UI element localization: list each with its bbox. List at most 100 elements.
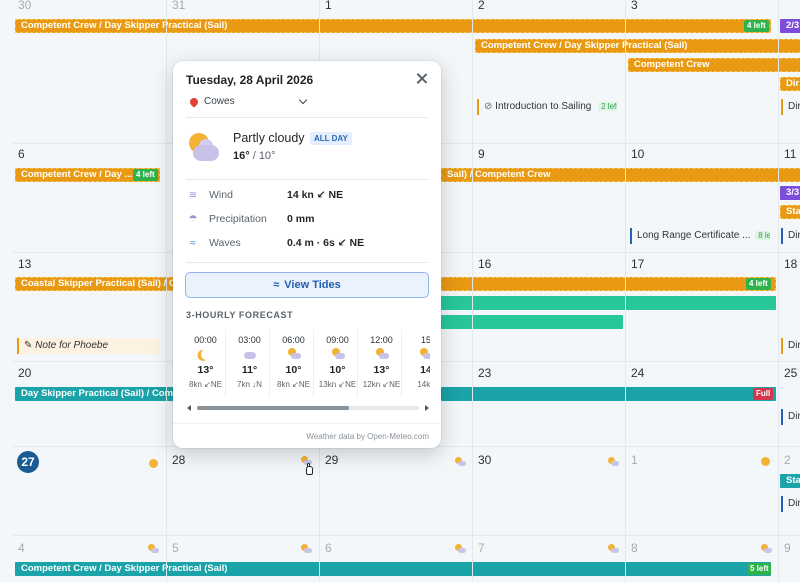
day-number[interactable]: 5 [172, 541, 179, 555]
partly-cloudy-icon[interactable] [608, 457, 619, 467]
partly-cloudy-icon[interactable] [608, 544, 619, 554]
day-number[interactable]: 24 [631, 366, 645, 380]
event-item[interactable]: Dir [781, 409, 800, 425]
weather-popover: Tuesday, 28 April 2026 Cowes Partly clou… [173, 61, 441, 448]
day-number[interactable]: 1 [631, 453, 638, 467]
all-day-badge: ALL DAY [310, 132, 352, 145]
cloud-icon [243, 348, 257, 362]
event-bar[interactable]: Competent Crew / Day Skipper Practical (… [475, 39, 800, 53]
event-bar[interactable]: Sta [780, 474, 800, 488]
event-item[interactable]: Dir [781, 99, 800, 115]
event-bar[interactable]: Sail) / Competent Crew [441, 168, 800, 182]
day-number[interactable]: 8 [631, 541, 638, 555]
view-tides-button[interactable]: ≈ View Tides [185, 272, 429, 298]
event-bar[interactable]: Competent Crew [628, 58, 800, 72]
partly-cloudy-icon[interactable] [455, 544, 466, 554]
event-bar[interactable]: Coastal Skipper Practical (Sail) / Co [15, 277, 175, 291]
column-divider [625, 0, 626, 582]
scroll-left-icon[interactable] [187, 405, 191, 411]
divider [186, 179, 428, 180]
day-number[interactable]: 25 [784, 366, 798, 380]
day-number[interactable]: 6 [18, 147, 25, 161]
pin-icon [188, 95, 200, 108]
week-divider [13, 535, 800, 536]
day-number[interactable]: 4 [18, 541, 25, 555]
waves-icon: ≈ [190, 237, 196, 249]
partly-cloudy-icon[interactable] [761, 544, 772, 554]
event-bar[interactable]: Competent Crew / Day Skipper Practical (… [15, 19, 771, 33]
seats-badge: 8 left [755, 231, 770, 240]
scroll-right-icon[interactable] [425, 405, 429, 411]
seats-badge: 4 left [744, 20, 769, 32]
event-bar[interactable] [441, 296, 776, 310]
partly-cloudy-icon [287, 348, 301, 362]
scrollbar-thumb[interactable] [197, 406, 349, 410]
event-item[interactable]: Long Range Certificate ... 8 left [630, 228, 770, 244]
day-number[interactable]: 18 [784, 257, 798, 271]
seats-badge: 4 left [746, 278, 771, 290]
event-item[interactable]: ⊘ Introduction to Sailing 2 left [477, 99, 617, 115]
day-number[interactable]: 29 [325, 453, 339, 467]
hourly-forecast-scroller[interactable]: 00:00 13° 8kn ↙NE 03:00 11° 7kn ↓N 06:00… [186, 329, 430, 397]
day-number[interactable]: 31 [172, 0, 186, 12]
day-number[interactable]: 17 [631, 257, 645, 271]
event-bar[interactable]: Competent Crew / Day Skipper Practical (… [15, 562, 771, 576]
partly-cloudy-icon [419, 348, 430, 362]
precipitation-icon: ☂ [188, 213, 198, 225]
partly-cloudy-icon [187, 133, 221, 165]
day-number[interactable]: 9 [784, 541, 791, 555]
day-number[interactable]: 28 [172, 453, 186, 467]
event-bar[interactable]: 2/3 [780, 19, 800, 33]
partly-cloudy-icon[interactable] [301, 544, 312, 554]
day-number[interactable]: 23 [478, 366, 492, 380]
note-item[interactable]: ✎ Note for Phoebe [17, 338, 160, 354]
close-icon[interactable] [414, 71, 430, 87]
forecast-scrollbar[interactable] [187, 405, 429, 411]
seats-badge: 5 left [747, 563, 771, 575]
day-number[interactable]: 6 [325, 541, 332, 555]
day-number[interactable]: 16 [478, 257, 492, 271]
forecast-title: 3-HOURLY FORECAST [186, 310, 294, 320]
event-bar[interactable]: Competent Crew / Day ... 4 left [15, 168, 160, 182]
today-marker[interactable]: 27 [17, 451, 39, 473]
event-bar[interactable]: Dir [780, 77, 800, 91]
day-number[interactable]: 2 [478, 0, 485, 12]
event-bar[interactable]: Day Skipper Practical (Sail) / Compe [15, 387, 175, 401]
forecast-column: 03:00 11° 7kn ↓N [230, 329, 270, 397]
event-bar[interactable]: Full [441, 387, 776, 401]
day-number[interactable]: 11 [784, 147, 797, 161]
location-select[interactable]: Cowes [186, 92, 308, 111]
day-number[interactable]: 2 [784, 453, 791, 467]
day-number[interactable]: 7 [478, 541, 485, 555]
detail-row-waves: ≈ Waves 0.4 m · 6s ↙ NE [186, 235, 426, 251]
day-number[interactable]: 3 [631, 0, 638, 12]
calendar-gutter [0, 0, 13, 582]
event-bar[interactable] [441, 315, 623, 329]
event-bar[interactable]: 4 left [441, 277, 776, 291]
partly-cloudy-icon[interactable] [301, 456, 312, 466]
event-bar[interactable]: Sta [780, 205, 800, 219]
day-number[interactable]: 13 [18, 257, 32, 271]
event-item[interactable]: Dir [781, 496, 800, 512]
divider [186, 117, 428, 118]
condition-text: Partly cloudy [233, 131, 305, 145]
day-number[interactable]: 10 [631, 147, 645, 161]
column-divider [778, 0, 779, 582]
partly-cloudy-icon [375, 348, 389, 362]
partly-cloudy-icon[interactable] [455, 457, 466, 467]
day-number[interactable]: 30 [18, 0, 32, 12]
partly-cloudy-icon[interactable] [148, 544, 159, 554]
column-divider [472, 0, 473, 582]
forecast-column: 00:00 13° 8kn ↙NE [186, 329, 226, 397]
day-number[interactable]: 9 [478, 147, 485, 161]
day-number[interactable]: 20 [18, 366, 32, 380]
event-item[interactable]: Dir [781, 228, 800, 244]
day-number[interactable]: 30 [478, 453, 492, 467]
event-item[interactable]: Dir [781, 338, 800, 354]
day-number[interactable]: 1 [325, 0, 332, 12]
event-bar[interactable]: 3/3 [780, 186, 800, 200]
divider [186, 262, 428, 263]
wind-icon: ≋ [188, 189, 198, 201]
